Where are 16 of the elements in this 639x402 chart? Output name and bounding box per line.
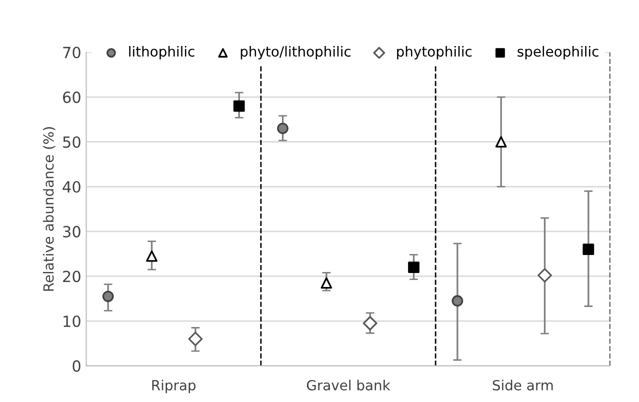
y-tick-label: 70 bbox=[63, 46, 80, 58]
y-tick-label: 10 bbox=[64, 315, 80, 328]
x-tick-label: Gravel bank bbox=[306, 380, 390, 390]
legend-label: phytophilic bbox=[397, 46, 472, 60]
y-axis-title: Relative abundance (%) bbox=[42, 127, 56, 291]
legend-label: speleophilic bbox=[518, 46, 598, 60]
y-tick-label: 50 bbox=[63, 136, 80, 148]
y-tick-label: 0 bbox=[72, 360, 80, 372]
y-tick-label: 30 bbox=[63, 226, 80, 238]
legend-label: phyto/lithophilic bbox=[240, 46, 350, 60]
x-tick-label: Riprap bbox=[152, 380, 196, 394]
y-tick-label: 60 bbox=[63, 92, 80, 104]
x-tick-label: Side arm bbox=[492, 380, 553, 390]
y-tick-label: 40 bbox=[62, 181, 80, 193]
legend-label: lithophilic bbox=[129, 46, 194, 60]
y-tick-label: 20 bbox=[63, 270, 80, 282]
